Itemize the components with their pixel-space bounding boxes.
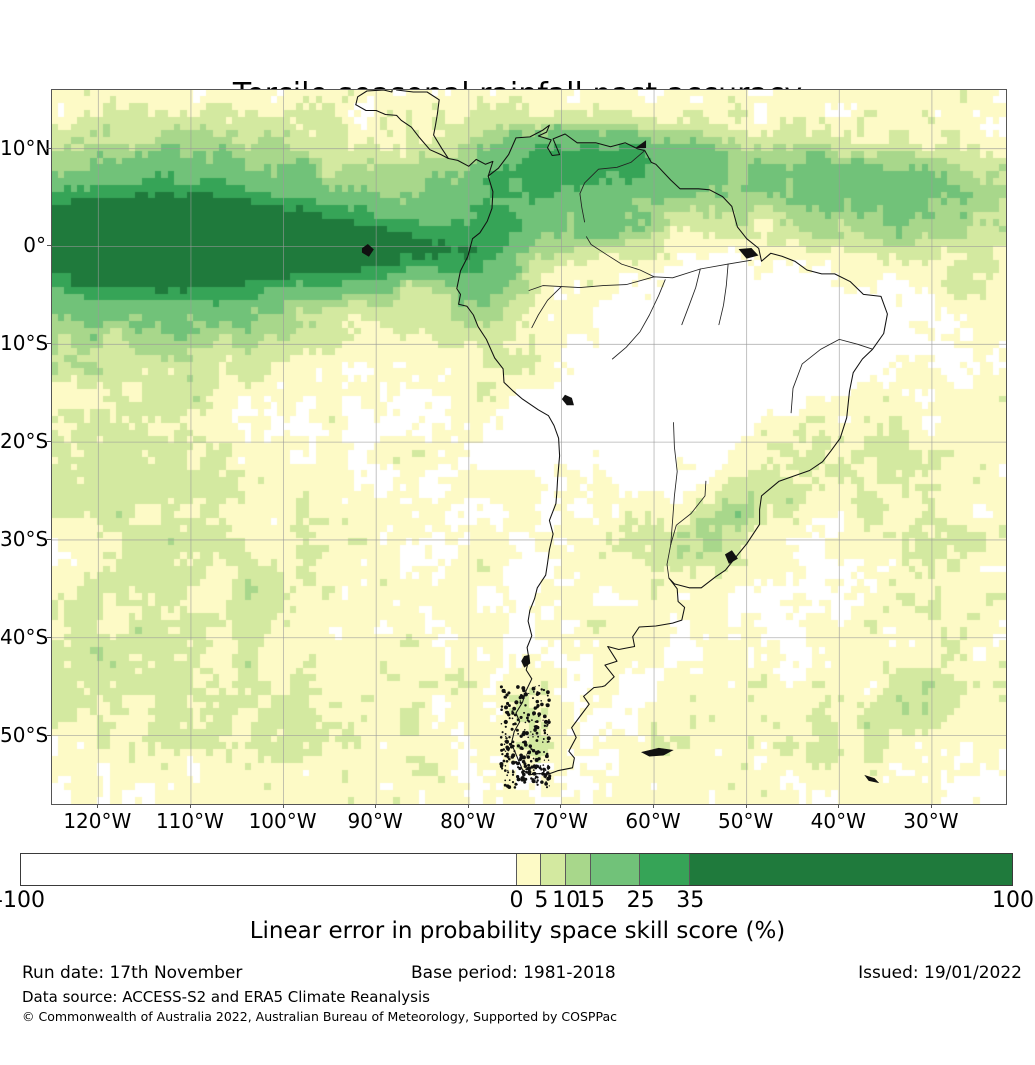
longitude-tick-label: 80°W xyxy=(440,809,496,833)
colorbar-segment xyxy=(541,854,567,885)
footer-top-row: Run date: 17th November Base period: 198… xyxy=(22,962,1022,986)
colorbar-tick-label: 15 xyxy=(576,888,605,913)
latitude-tick-mark xyxy=(47,734,51,736)
longitude-tick-label: 120°W xyxy=(63,809,132,833)
latitude-tick-mark xyxy=(47,538,51,540)
colorbar-tick-label: 5 xyxy=(534,888,549,913)
footer-run-date: Run date: 17th November xyxy=(22,963,243,983)
colorbar-segment xyxy=(640,854,690,885)
longitude-tick-label: 40°W xyxy=(810,809,866,833)
latitude-tick-mark xyxy=(47,245,51,247)
longitude-tick-label: 90°W xyxy=(347,809,403,833)
colorbar-gradient xyxy=(20,853,1013,886)
latitude-tick-label: 20°S xyxy=(0,429,49,454)
map-plot-area xyxy=(51,89,1007,805)
latitude-tick-label: 10°S xyxy=(0,331,49,356)
longitude-tick-mark xyxy=(653,804,655,808)
colorbar-segment xyxy=(566,854,591,885)
colorbar-tick-label: -100 xyxy=(0,888,45,913)
colorbar-tick-label: 0 xyxy=(509,888,524,913)
longitude-tick-mark xyxy=(282,804,284,808)
longitude-tick-mark xyxy=(930,804,932,808)
footer: Run date: 17th November Base period: 198… xyxy=(22,962,1022,1025)
latitude-tick-mark xyxy=(47,441,51,443)
colorbar-tick-label: 25 xyxy=(626,888,655,913)
colorbar-tick-label: 35 xyxy=(676,888,705,913)
colorbar-segment xyxy=(21,854,517,885)
footer-issued-date: Issued: 19/01/2022 xyxy=(858,963,1022,983)
longitude-tick-label: 50°W xyxy=(718,809,774,833)
longitude-tick-mark xyxy=(375,804,377,808)
latitude-tick-mark xyxy=(47,636,51,638)
colorbar-tick-label: 100 xyxy=(992,888,1034,913)
colorbar: -100 0 5 10 15 25 35 100 xyxy=(0,853,1034,913)
colorbar-tick-label: 10 xyxy=(552,888,581,913)
latitude-tick-label: 10°N xyxy=(0,135,51,160)
footer-copyright: © Commonwealth of Australia 2022, Austra… xyxy=(22,1009,617,1024)
longitude-tick-label: 60°W xyxy=(625,809,681,833)
latitude-tick-label: 0° xyxy=(23,233,46,258)
longitude-tick-label: 70°W xyxy=(532,809,589,833)
footer-base-period: Base period: 1981-2018 xyxy=(411,963,616,983)
longitude-tick-label: 30°W xyxy=(903,809,959,833)
longitude-tick-mark xyxy=(189,804,191,808)
colorbar-segment xyxy=(516,854,542,885)
latitude-tick-label: 50°S xyxy=(0,722,49,747)
longitude-tick-label: 100°W xyxy=(248,809,317,833)
longitude-tick-mark xyxy=(745,804,747,808)
longitude-tick-mark xyxy=(560,804,562,808)
latitude-tick-mark xyxy=(47,343,51,345)
longitude-tick-label: 110°W xyxy=(155,809,224,833)
skill-score-heatmap xyxy=(52,90,1006,804)
colorbar-segment xyxy=(590,854,641,885)
latitude-tick-label: 30°S xyxy=(0,526,49,551)
longitude-tick-mark xyxy=(467,804,469,808)
longitude-tick-mark xyxy=(838,804,840,808)
latitude-tick-mark xyxy=(47,147,51,149)
colorbar-title: Linear error in probability space skill … xyxy=(249,918,786,944)
footer-data-source: Data source: ACCESS-S2 and ERA5 Climate … xyxy=(22,988,430,1006)
colorbar-segment xyxy=(689,854,1012,885)
latitude-tick-label: 40°S xyxy=(0,624,49,649)
longitude-tick-mark xyxy=(97,804,99,808)
